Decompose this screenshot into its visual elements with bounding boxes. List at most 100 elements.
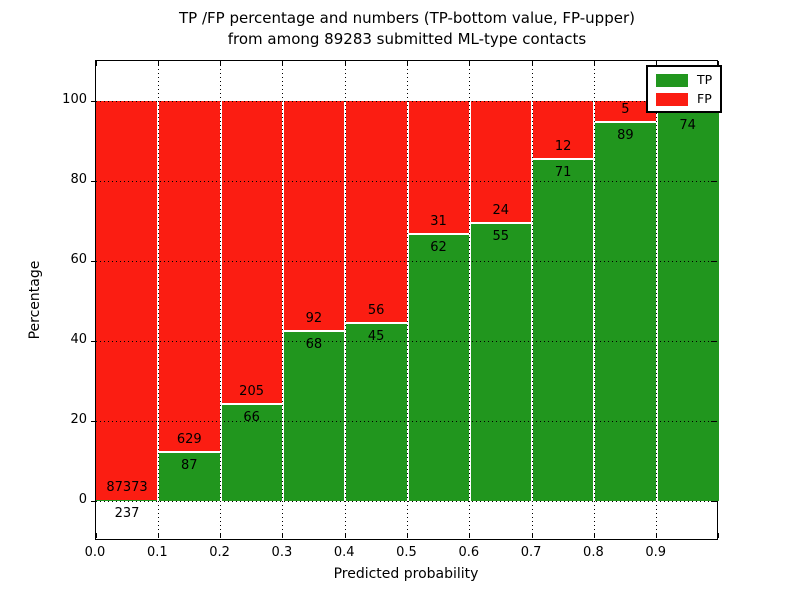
- vertical-gridline: [469, 61, 471, 541]
- tp-bar-segment: [469, 222, 533, 501]
- horizontal-gridline: [96, 181, 719, 182]
- plot-area: 87373 237 629 87 205 66 92 68 56 45 31 62 24 55 12 71 5 8…: [91, 60, 719, 541]
- tp-bar-segment: [407, 234, 470, 501]
- fp-bar-segment: [158, 101, 221, 453]
- y-tick-label: 60: [70, 252, 87, 267]
- legend-label: TP: [697, 72, 713, 87]
- bar-boundary-seam: [469, 221, 533, 224]
- x-tick-label: 0.5: [396, 545, 417, 560]
- vertical-gridline: [407, 61, 408, 541]
- x-tick-label: 0.8: [583, 545, 604, 560]
- y-tick-right: [711, 341, 716, 342]
- y-tick-left: [91, 181, 96, 182]
- bar-boundary-seam: [220, 402, 283, 405]
- tp-bar-segment: [532, 158, 595, 501]
- tp-bar-segment: [345, 322, 408, 501]
- tp-count-label: 55: [492, 228, 510, 244]
- x-tick-top: [407, 61, 408, 66]
- y-tick-label: 100: [62, 92, 87, 107]
- x-tick-top: [344, 61, 346, 66]
- horizontal-gridline: [96, 421, 719, 422]
- x-tick-bottom: [344, 533, 346, 538]
- tp-legend-swatch: [656, 73, 688, 87]
- fp-count-label: 629: [176, 432, 202, 448]
- y-tick-label: 40: [70, 332, 87, 347]
- x-tick-bottom: [220, 533, 222, 538]
- vertical-gridline: [656, 61, 658, 541]
- vertical-gridline: [344, 61, 346, 541]
- x-tick-label: 0.0: [84, 545, 106, 560]
- y-tick-left: [91, 101, 96, 102]
- x-tick-bottom: [718, 533, 719, 538]
- tp-count-label: 87: [181, 458, 198, 474]
- legend-label: FP: [697, 91, 712, 106]
- y-tick-right: [711, 501, 716, 502]
- x-tick-top: [656, 61, 658, 66]
- bar-boundary-seam: [407, 233, 470, 236]
- vertical-gridline: [157, 61, 159, 541]
- y-tick-right: [711, 181, 716, 182]
- y-tick-right: [711, 421, 716, 422]
- x-tick-label: 0.3: [271, 545, 293, 560]
- fp-bar-segment: [220, 101, 283, 404]
- x-tick-bottom: [157, 533, 159, 538]
- y-tick-right: [711, 261, 716, 262]
- fp-bar-segment: [407, 101, 470, 235]
- fp-count-label: 56: [367, 302, 385, 318]
- x-axis-label: Predicted probability: [333, 566, 479, 582]
- tp-count-label: 62: [430, 240, 447, 256]
- x-tick-top: [96, 61, 97, 66]
- fp-bar-segment: [594, 101, 657, 123]
- x-tick-label: 0.1: [146, 545, 168, 560]
- fp-bar-segment: [345, 101, 408, 323]
- horizontal-gridline: [96, 341, 719, 342]
- vertical-gridline: [282, 61, 284, 541]
- y-tick-label: 0: [78, 492, 87, 507]
- x-tick-label: 0.2: [209, 545, 230, 560]
- x-tick-bottom: [96, 533, 97, 538]
- x-tick-top: [593, 61, 595, 66]
- x-tick-top: [469, 61, 471, 66]
- fp-count-label: 92: [305, 311, 323, 326]
- vertical-gridline: [220, 61, 222, 541]
- horizontal-gridline: [96, 101, 719, 102]
- x-tick-bottom: [469, 533, 471, 538]
- y-tick-left: [91, 341, 96, 342]
- tp-bar-segment: [158, 452, 221, 501]
- x-tick-label: 0.6: [458, 545, 480, 560]
- x-tick-top: [718, 61, 719, 66]
- legend-row: FP: [656, 92, 712, 106]
- y-axis-label: Percentage: [27, 260, 43, 340]
- tp-bar-segment: [282, 331, 346, 501]
- x-tick-top: [220, 61, 222, 66]
- fp-bar-segment: [469, 101, 533, 223]
- bar-boundary-seam: [594, 121, 657, 124]
- horizontal-gridline: [96, 261, 719, 262]
- x-tick-bottom: [531, 533, 533, 538]
- x-tick-bottom: [407, 533, 408, 538]
- legend-row: TP: [656, 73, 712, 87]
- tp-bar-segment: [656, 111, 719, 501]
- tp-count-label: 89: [617, 128, 634, 144]
- legend: TP FP: [646, 65, 723, 113]
- fp-count-label: 24: [492, 202, 510, 218]
- bar-boundary-seam: [345, 321, 408, 324]
- vertical-gridline: [593, 61, 595, 541]
- x-tick-label: 0.7: [520, 545, 542, 560]
- tp-bar-segment: [220, 403, 283, 501]
- fp-count-label: 205: [239, 383, 264, 399]
- fp-count-label: 87373: [106, 479, 148, 495]
- horizontal-gridline: [96, 501, 719, 502]
- fp-legend-swatch: [656, 92, 688, 106]
- fp-count-label: 5: [621, 102, 630, 118]
- fp-bar-segment: [282, 101, 346, 331]
- tp-count-label: 45: [367, 328, 385, 344]
- y-tick-left: [91, 261, 96, 262]
- x-tick-label: 0.4: [333, 545, 355, 560]
- tp-count-label: 66: [243, 409, 260, 425]
- x-tick-bottom: [656, 533, 658, 538]
- tp-bar-segment: [96, 499, 159, 501]
- y-tick-left: [91, 501, 96, 502]
- y-tick-left: [91, 421, 96, 422]
